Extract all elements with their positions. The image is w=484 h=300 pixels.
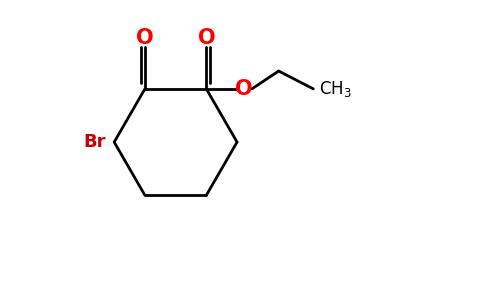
Text: O: O xyxy=(136,28,154,48)
Text: O: O xyxy=(235,79,253,99)
Text: Br: Br xyxy=(84,133,106,151)
Text: O: O xyxy=(197,28,215,48)
Text: CH$_3$: CH$_3$ xyxy=(319,79,352,99)
